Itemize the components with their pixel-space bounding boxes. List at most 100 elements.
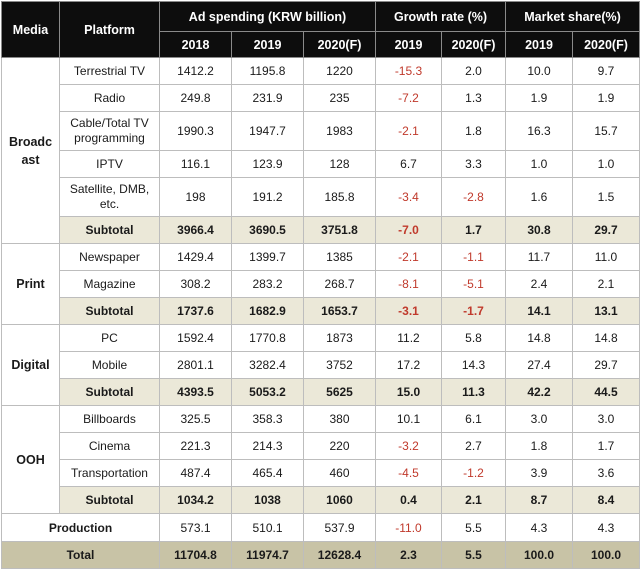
- growth-2020-cell: 1.3: [441, 84, 506, 112]
- growth-2020-cell: 1.8: [441, 111, 506, 151]
- header-share-2020f: 2020(F): [571, 31, 640, 58]
- share-2020-cell: 14.8: [571, 324, 640, 352]
- ad-2020-cell: 235: [303, 84, 376, 112]
- growth-2019-cell: 6.7: [375, 150, 442, 178]
- ad-2018-cell: 1592.4: [159, 324, 232, 352]
- ad-2018-cell: 221.3: [159, 432, 232, 460]
- ad-2020-cell: 1873: [303, 324, 376, 352]
- share-2020-cell: 15.7: [571, 111, 640, 151]
- ad-2020-cell: 220: [303, 432, 376, 460]
- ad-2020-cell: 5625: [303, 378, 376, 406]
- ad-2020-cell: 3752: [303, 351, 376, 379]
- platform-cell: Terrestrial TV: [59, 57, 160, 85]
- production-row: Production 573.1 510.1 537.9 -11.0 5.5 4…: [1, 513, 640, 542]
- share-2019-cell: 42.2: [505, 378, 573, 406]
- ad-2018-cell: 1412.2: [159, 57, 232, 85]
- ad-2018-cell: 308.2: [159, 270, 232, 298]
- ad-2019-cell: 1195.8: [231, 57, 304, 85]
- platform-cell: Satellite, DMB, etc.: [59, 177, 160, 217]
- ad-2018-cell: 249.8: [159, 84, 232, 112]
- growth-2019-cell: 15.0: [375, 378, 442, 406]
- table-row: Cinema 221.3 214.3 220 -3.2 2.7 1.8 1.7: [2, 432, 640, 460]
- subtotal-label: Subtotal: [59, 297, 160, 325]
- share-2020-cell: 1.5: [571, 177, 640, 217]
- share-2019-cell: 11.7: [505, 243, 573, 271]
- growth-2019-cell: -15.3: [375, 57, 442, 85]
- media-label-broadcast: Broadc ast: [1, 57, 60, 244]
- growth-2019-cell: -7.0: [375, 216, 442, 244]
- header-ad-2020f: 2020(F): [303, 31, 376, 58]
- growth-2020-cell: 5.5: [441, 541, 506, 569]
- growth-2019-cell: -8.1: [375, 270, 442, 298]
- platform-cell: Billboards: [59, 405, 160, 433]
- growth-2020-cell: -1.2: [441, 459, 506, 487]
- ad-2018-cell: 487.4: [159, 459, 232, 487]
- subtotal-row: Subtotal 1034.2 1038 1060 0.4 2.1 8.7 8.…: [2, 486, 640, 514]
- growth-2020-cell: 5.8: [441, 324, 506, 352]
- share-2019-cell: 14.8: [505, 324, 573, 352]
- growth-2019-cell: -7.2: [375, 84, 442, 112]
- subtotal-label: Subtotal: [59, 216, 160, 244]
- growth-2020-cell: 6.1: [441, 405, 506, 433]
- share-2020-cell: 1.7: [571, 432, 640, 460]
- production-label: Production: [1, 513, 160, 542]
- share-2019-cell: 2.4: [505, 270, 573, 298]
- share-2020-cell: 44.5: [571, 378, 640, 406]
- subtotal-label: Subtotal: [59, 486, 160, 514]
- platform-cell: Newspaper: [59, 243, 160, 271]
- ad-2018-cell: 3966.4: [159, 216, 232, 244]
- header-platform: Platform: [59, 1, 160, 58]
- share-2020-cell: 8.4: [571, 486, 640, 514]
- ad-2019-cell: 510.1: [231, 513, 304, 542]
- ad-2018-cell: 573.1: [159, 513, 232, 542]
- header-media: Media: [1, 1, 60, 58]
- media-label-digital: Digital: [1, 324, 60, 406]
- media-label-broadcast-line1: Broadc: [8, 134, 53, 149]
- ad-2020-cell: 128: [303, 150, 376, 178]
- ad-2020-cell: 460: [303, 459, 376, 487]
- share-2019-cell: 16.3: [505, 111, 573, 151]
- ad-2020-cell: 3751.8: [303, 216, 376, 244]
- header-share-2019: 2019: [505, 31, 573, 58]
- share-2019-cell: 1.0: [505, 150, 573, 178]
- table-row: OOH Billboards 325.5 358.3 380 10.1 6.1 …: [1, 405, 640, 514]
- platform-cell: Cable/Total TV programming: [59, 111, 160, 151]
- ad-2019-cell: 1947.7: [231, 111, 304, 151]
- share-2020-cell: 13.1: [571, 297, 640, 325]
- share-2020-cell: 29.7: [571, 216, 640, 244]
- ad-2018-cell: 116.1: [159, 150, 232, 178]
- ad-2018-cell: 2801.1: [159, 351, 232, 379]
- header-ad-spending: Ad spending (KRW billion): [159, 1, 376, 32]
- share-2020-cell: 3.0: [571, 405, 640, 433]
- share-2020-cell: 4.3: [571, 513, 640, 542]
- growth-2020-cell: -1.7: [441, 297, 506, 325]
- share-2020-cell: 2.1: [571, 270, 640, 298]
- ad-2020-cell: 1220: [303, 57, 376, 85]
- growth-2019-cell: -4.5: [375, 459, 442, 487]
- ad-2019-cell: 11974.7: [231, 541, 304, 569]
- table-row: Mobile 2801.1 3282.4 3752 17.2 14.3 27.4…: [2, 351, 640, 379]
- ad-2019-cell: 123.9: [231, 150, 304, 178]
- growth-2020-cell: -2.8: [441, 177, 506, 217]
- platform-cell: Transportation: [59, 459, 160, 487]
- growth-2019-cell: -3.1: [375, 297, 442, 325]
- subtotal-label: Subtotal: [59, 378, 160, 406]
- growth-2020-cell: 11.3: [441, 378, 506, 406]
- growth-2019-cell: -2.1: [375, 243, 442, 271]
- ad-2019-cell: 1038: [231, 486, 304, 514]
- platform-cell: Radio: [59, 84, 160, 112]
- ad-2018-cell: 4393.5: [159, 378, 232, 406]
- table-row: IPTV 116.1 123.9 128 6.7 3.3 1.0 1.0: [2, 150, 640, 178]
- header-ad-2019: 2019: [231, 31, 304, 58]
- share-2019-cell: 8.7: [505, 486, 573, 514]
- ad-2018-cell: 325.5: [159, 405, 232, 433]
- growth-2020-cell: -1.1: [441, 243, 506, 271]
- share-2019-cell: 1.6: [505, 177, 573, 217]
- subtotal-row: Subtotal 3966.4 3690.5 3751.8 -7.0 1.7 3…: [2, 216, 640, 244]
- total-label: Total: [1, 541, 160, 569]
- ad-2018-cell: 11704.8: [159, 541, 232, 569]
- growth-2020-cell: 14.3: [441, 351, 506, 379]
- table-row: Satellite, DMB, etc. 198 191.2 185.8 -3.…: [2, 177, 640, 217]
- ad-2018-cell: 1990.3: [159, 111, 232, 151]
- header-growth-2020f: 2020(F): [441, 31, 506, 58]
